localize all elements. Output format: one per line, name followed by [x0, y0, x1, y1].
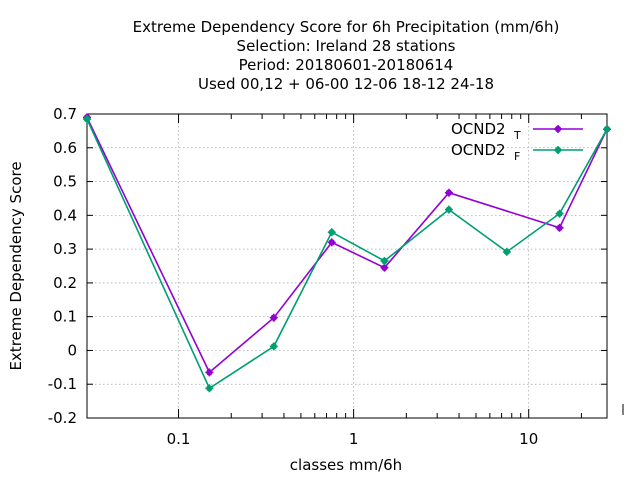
- axis-ticks: 0.7 0.6 0.5 0.4 0.3 0.2 0.1 0 -0.1 -0.2 0.1 1 10: [48, 105, 624, 448]
- data-point: [327, 238, 336, 247]
- legend-item: OCND2 F: [451, 141, 583, 163]
- data-point: [269, 342, 278, 351]
- title-line-4: Used 00,12 + 06-00 12-06 18-12 24-18: [198, 75, 494, 93]
- y-tick-label: 0.4: [53, 206, 77, 224]
- y-tick-label: 0.5: [53, 173, 77, 191]
- series-line: [86, 117, 608, 374]
- legend-subscript: T: [513, 129, 521, 142]
- y-tick-label: 0.6: [53, 139, 77, 157]
- data-point: [444, 205, 453, 214]
- y-tick-label: -0.2: [48, 409, 77, 427]
- series-ocnd2-t: [83, 113, 611, 377]
- data-point: [327, 228, 336, 237]
- x-axis-label: classes mm/6h: [290, 456, 402, 474]
- plot-frame: [86, 113, 608, 419]
- y-tick-label: -0.1: [48, 375, 77, 393]
- data-point: [554, 146, 562, 154]
- x-tick-label: 1: [349, 430, 359, 448]
- chart-title: Extreme Dependency Score for 6h Precipit…: [133, 18, 560, 93]
- title-line-2: Selection: Ireland 28 stations: [237, 37, 456, 55]
- y-tick-label: 0.7: [53, 105, 77, 123]
- y-tick-label: 0.3: [53, 240, 77, 258]
- legend-label: OCND2: [451, 141, 506, 159]
- y-tick-label: 0.1: [53, 308, 77, 326]
- legend: OCND2 T OCND2 F: [451, 120, 583, 163]
- title-line-1: Extreme Dependency Score for 6h Precipit…: [133, 18, 560, 36]
- title-line-3: Period: 20180601-20180614: [239, 56, 454, 74]
- y-tick-label: 0: [67, 341, 77, 359]
- data-point: [554, 125, 562, 133]
- legend-subscript: F: [514, 150, 520, 163]
- data-point: [603, 125, 611, 134]
- data-point: [555, 209, 564, 218]
- data-point: [83, 115, 91, 124]
- data-point: [205, 368, 214, 377]
- series-ocnd2-f: [83, 115, 611, 393]
- x-tick-label: 0.1: [167, 430, 191, 448]
- legend-label: OCND2: [451, 120, 506, 138]
- y-tick-label: 0.2: [53, 274, 77, 292]
- data-point: [380, 263, 389, 272]
- x-tick-label: 10: [519, 430, 538, 448]
- grid: [87, 114, 607, 418]
- legend-item: OCND2 T: [451, 120, 583, 142]
- data-point: [205, 384, 214, 393]
- data-point: [555, 223, 564, 232]
- data-point: [444, 188, 453, 197]
- y-axis-label: Extreme Dependency Score: [7, 161, 25, 370]
- series-lines: [83, 113, 611, 393]
- data-point: [269, 313, 278, 322]
- data-point: [502, 247, 511, 256]
- data-point: [380, 256, 389, 265]
